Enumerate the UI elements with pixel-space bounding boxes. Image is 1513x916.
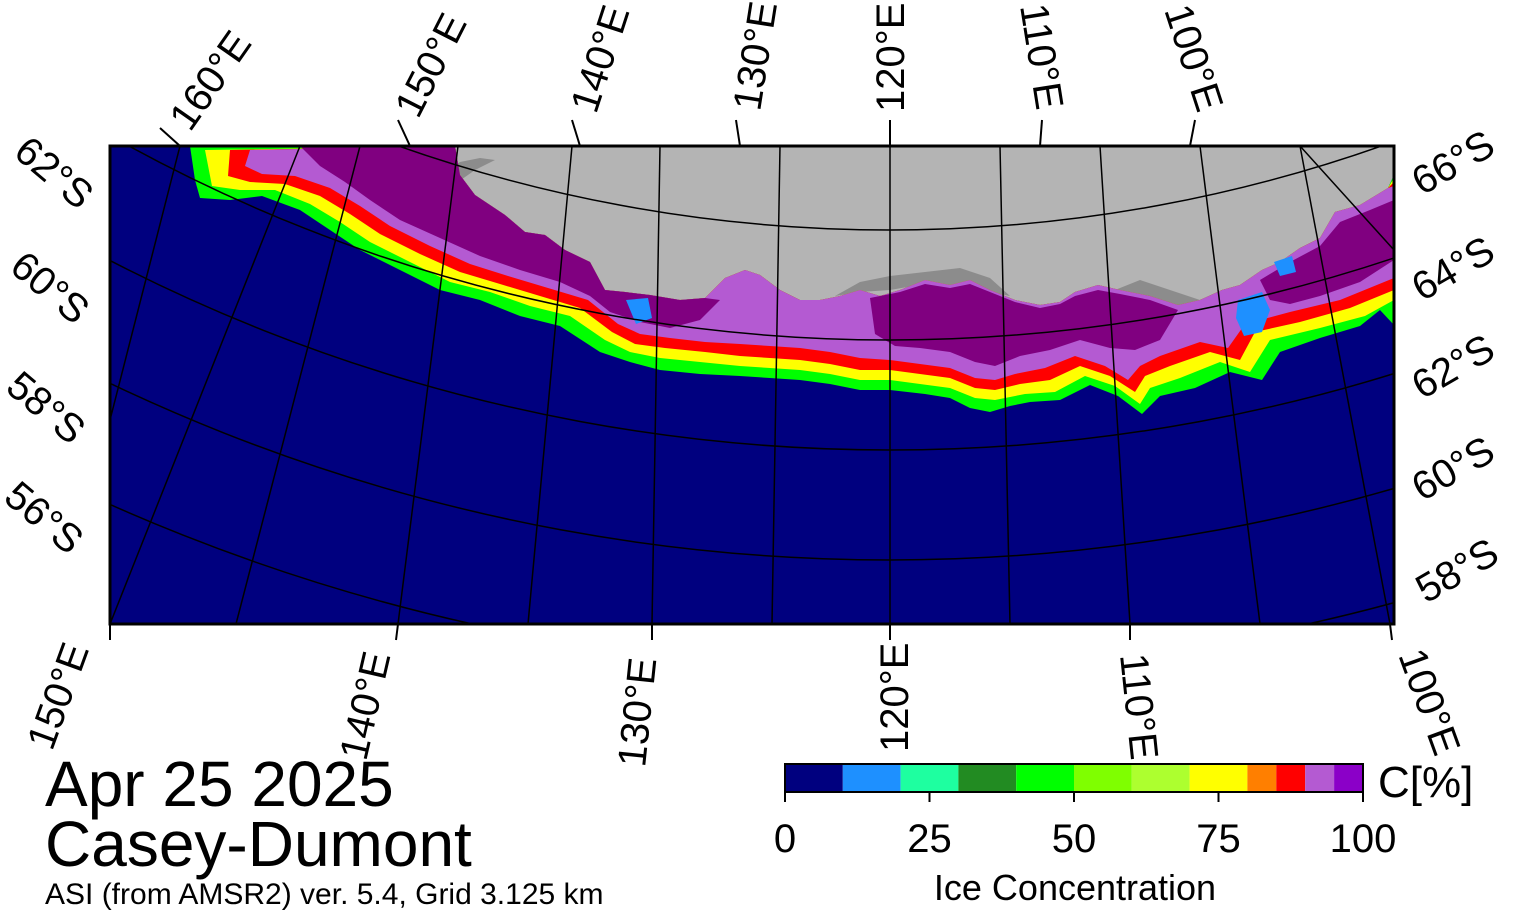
data-source-note: ASI (from AMSR2) ver. 5.4, Grid 3.125 km [45,878,604,911]
colorbar-bin [785,764,843,792]
bottom-lon-label: 120°E [873,643,917,752]
polynya-low-ice [1236,292,1270,336]
right-lat-label: 58°S [1409,530,1506,612]
sea-ice-full-concentration [1260,200,1394,304]
meridian-line [397,146,459,624]
colorbar-bin [1247,764,1277,792]
top-lon-label: 140°E [563,0,639,118]
sea-ice-full-concentration [870,284,1178,366]
top-lon-label: 160°E [161,23,260,138]
top-longitude-ticks [159,119,1196,147]
meridian-line [235,146,361,624]
colorbar-bin [1131,764,1190,792]
left-lat-label: 60°S [2,243,97,333]
left-latitude-labels: 62°S 60°S 58°S 56°S [0,128,101,563]
meridian-line [1199,146,1261,624]
bottom-lon-label: 100°E [1390,643,1469,761]
colorbar-unit: C[%] [1378,758,1474,807]
colorbar-tick-label: 75 [1196,817,1241,861]
bottom-longitude-ticks [109,623,1393,641]
colorbar-bin [958,764,1017,792]
colorbar-tick-label: 0 [774,817,796,861]
antarctic-land-shelf [1110,280,1200,305]
meridian-line [999,146,1011,624]
colorbar-title: Ice Concentration [933,867,1217,908]
top-lon-label: 110°E [1011,1,1071,113]
colorbar-tick-label: 100 [1330,817,1397,861]
sea-ice-full-concentration [300,146,720,328]
colorbar-bin [1334,764,1363,792]
top-lon-label: 100°E [1155,0,1231,117]
bottom-lon-label: 110°E [1111,651,1166,761]
colorbar-bin [842,764,901,792]
colorbar-tick-label: 25 [907,817,952,861]
colorbar-tick-label: 50 [1052,817,1097,861]
left-lat-label: 56°S [0,473,91,563]
colorbar-bin [1305,764,1335,792]
right-latitude-labels: 66°S 64°S 62°S 60°S 58°S [1405,122,1506,612]
left-lat-label: 62°S [6,128,101,218]
colorbar-bins [785,764,1363,792]
polynya-low-ice [626,298,652,324]
polynya-low-ice [1274,256,1296,276]
colorbar-bin [900,764,959,792]
bottom-lon-label: 130°E [610,656,665,769]
top-lon-label: 150°E [387,7,476,124]
antarctic-land [455,146,1394,305]
right-lat-label: 60°S [1405,428,1502,510]
top-lon-label: 130°E [725,0,786,113]
right-lat-label: 62°S [1405,326,1502,408]
meridian-line [110,146,181,421]
colorbar-bin [1016,764,1074,792]
top-lon-label: 120°E [869,3,913,112]
right-lat-label: 64°S [1405,228,1502,310]
bottom-lon-label: 150°E [19,637,98,755]
meridian-line [1099,146,1131,624]
map-panel [108,144,1396,626]
left-lat-label: 58°S [0,363,93,453]
map-border [108,144,1396,626]
meridian-line [1299,146,1391,624]
right-lat-label: 66°S [1405,122,1502,204]
meridian-line [771,146,781,624]
region-name: Casey-Dumont [45,808,472,880]
meridian-line [527,146,573,624]
colorbar-bin [1189,764,1248,792]
meridian-line [110,146,301,624]
map-date: Apr 25 2025 [45,748,394,820]
top-longitude-labels: 160°E 150°E 140°E 130°E 120°E 110°E 100°… [161,0,1231,138]
colorbar-bin [1074,764,1132,792]
colorbar-bin [1276,764,1306,792]
colorbar: 0 25 50 75 100 [774,763,1397,861]
graticule-lines [110,146,1394,624]
bottom-lon-label: 140°E [332,648,399,765]
meridian-line [651,146,661,624]
meridian-line [1299,146,1394,251]
colorbar-ticks: 0 25 50 75 100 [774,792,1397,861]
